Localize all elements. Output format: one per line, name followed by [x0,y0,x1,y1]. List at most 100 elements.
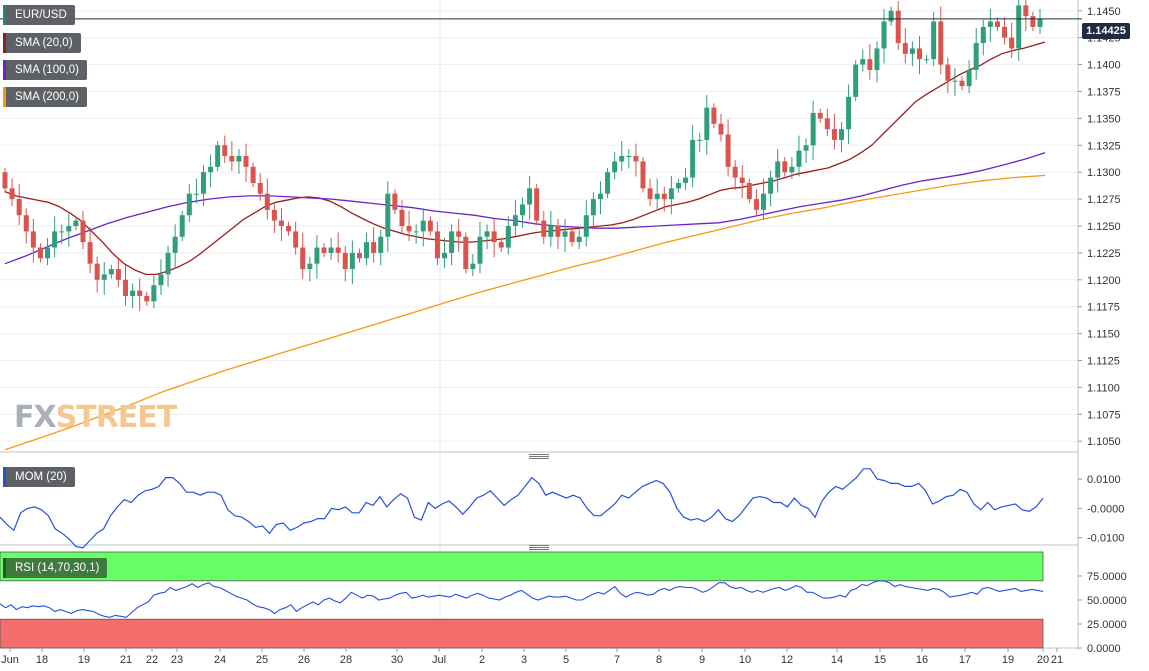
rsi-panel-resize-handle[interactable] [529,545,549,551]
candle-body [576,236,582,243]
candle [179,210,185,242]
mom-color-swatch [3,467,6,487]
candle [853,60,859,102]
rsi-bands [0,551,1044,649]
candle-body [619,156,625,162]
candle-body [484,231,490,237]
candle-body [633,156,639,162]
candle-body [236,156,242,162]
candle-body [796,150,802,167]
candle [364,232,370,266]
rsi-color-swatch [3,558,6,578]
candle-body [37,247,43,259]
price-tick-label: 1.1250 [1087,221,1121,233]
candle [541,210,547,244]
candle-body [534,188,540,221]
candle [597,181,603,215]
candle-body [1023,5,1029,17]
mom-tick-label: -0.0000 [1087,503,1124,515]
legend-sma200-label: SMA (200,0) [15,91,79,103]
legend-sma20[interactable]: SMA (20,0) [3,33,81,53]
rsi-overbought-band [0,551,1044,582]
legend-sma200[interactable]: SMA (200,0) [3,87,87,107]
candle-body [725,134,731,167]
legend-rsi[interactable]: RSI (14,70,30,1) [3,558,108,578]
price-tick-label: 1.1275 [1087,194,1121,206]
candle-body [527,188,533,205]
candle-body [229,156,235,162]
candle-body [335,247,341,253]
candle-body [966,69,972,87]
legend-instrument-label: EUR/USD [15,9,67,21]
candle [576,227,582,250]
candle [562,219,568,252]
candle [1037,9,1043,34]
price-axis: 1.14501.14251.14001.13751.13501.13251.13… [1078,6,1121,448]
candle-body [1016,5,1022,49]
candle-body [569,231,575,243]
candle-body [718,123,724,135]
candle-body [916,48,922,60]
candle-body [392,193,398,210]
candle-body [73,220,79,226]
candle [229,140,235,172]
candle-body [768,177,774,194]
time-tick-label: Jul [432,654,446,666]
candle [378,229,384,266]
time-tick-label: 14 [831,654,843,666]
candle [839,122,845,153]
candle-body [208,166,214,173]
candle-body [257,182,263,194]
candle-body [690,139,696,178]
candle [328,237,334,260]
candle-body [924,59,930,61]
candle-body [59,231,65,233]
candle [172,224,178,268]
time-tick-label: 10 [739,654,751,666]
candle [45,237,51,266]
price-tick-label: 1.1125 [1087,356,1120,368]
rsi-axis: 75.0000 50.0000 25.0000 0.0000 [1078,571,1127,655]
candle-body [782,161,788,173]
candle-body [761,193,767,210]
candle-body [378,236,384,253]
candle-body [23,215,29,232]
rsi-line [0,580,1044,618]
candle-body [364,242,370,259]
candle [973,27,979,80]
candle-body [931,21,937,60]
candle-body [165,252,171,275]
rsi-tick-label: 50.0000 [1087,595,1127,607]
candle-body [590,199,596,216]
candle-body [52,231,58,248]
candle [2,167,8,193]
candle [817,108,823,123]
mom-panel-resize-handle[interactable] [529,454,549,460]
candle-body [477,236,483,264]
candle-body [952,80,958,82]
candle-body [704,107,710,140]
candle [874,41,880,83]
candle [824,108,830,137]
candle [123,264,129,306]
candle [37,243,43,263]
candle [342,245,348,282]
candle-body [520,204,525,216]
candle [236,149,242,174]
legend-sma100[interactable]: SMA (100,0) [3,60,87,80]
time-tick-label: 20 [1037,654,1049,666]
candle [9,178,15,207]
candle-body [654,193,660,200]
candle [761,178,767,220]
candle-body [555,226,561,237]
sma100-line [4,152,1046,265]
time-tick-label: 28 [340,654,352,666]
legend-mom[interactable]: MOM (20) [3,467,75,487]
candle-body [420,220,426,232]
candle-body [456,231,462,237]
candle-body [505,226,511,248]
legend-instrument[interactable]: EUR/USD [3,5,75,25]
candle-body [442,252,448,259]
candle [931,11,937,67]
